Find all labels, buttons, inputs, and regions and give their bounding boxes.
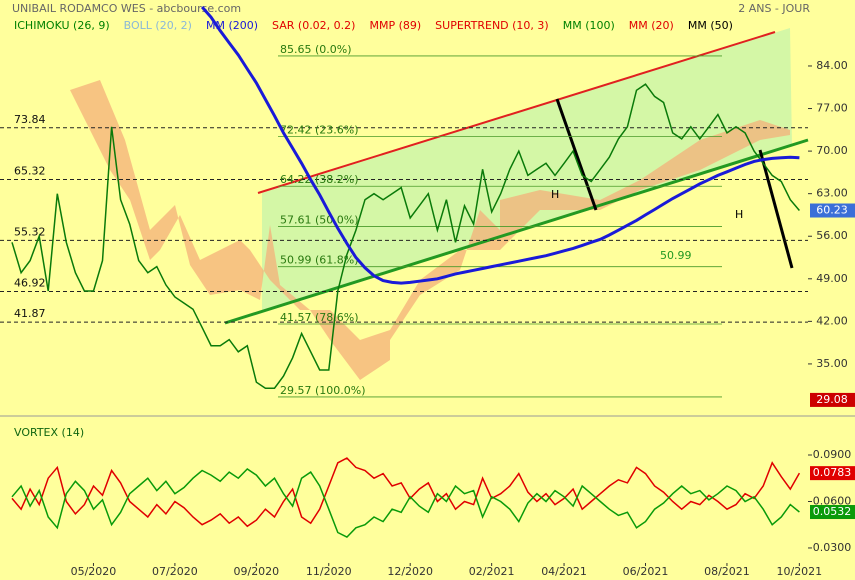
x-tick-label: 12/2020 — [387, 565, 433, 578]
y-tick-label: 63.00 — [816, 187, 848, 200]
value-tag — [810, 505, 855, 520]
x-tick-label: 07/2020 — [152, 565, 198, 578]
level-label: 46.92 — [14, 276, 46, 289]
neckline-drop — [758, 149, 794, 269]
neckline-drop — [555, 98, 598, 211]
y-tick-label: 77.00 — [816, 102, 848, 115]
price-line — [11, 83, 800, 389]
upper-trend-line — [257, 31, 776, 194]
fib-label: 85.65 (0.0%) — [280, 43, 352, 56]
level-label: 65.32 — [14, 165, 46, 178]
fib-label: 57.61 (50.0%) — [280, 213, 359, 226]
y-tick-label: 35.00 — [816, 357, 848, 370]
level-label: 73.84 — [14, 113, 46, 126]
price-tag-label: 60.23 — [816, 204, 848, 217]
price-tag — [810, 392, 855, 407]
value-tag-label: 0.0783 — [813, 466, 852, 479]
price-tag — [810, 203, 855, 218]
fib-label: 72.42 (23.6%) — [280, 123, 359, 136]
x-tick-label: 02/2021 — [469, 565, 515, 578]
x-tick-label: 04/2021 — [541, 565, 587, 578]
annotation: H — [551, 188, 559, 201]
legend-entry: MM (100) — [563, 19, 615, 32]
chart-title: UNIBAIL RODAMCO WES - abcbourse.com — [12, 2, 241, 15]
legend-entry: BOLL (20, 2) — [124, 19, 192, 32]
vortex-line — [11, 468, 800, 539]
fib-label: 41.57 (78.6%) — [280, 311, 359, 324]
y-tick-label: 49.00 — [816, 272, 848, 285]
price-tag-label: 29.08 — [816, 393, 848, 406]
level-label: 41.87 — [14, 307, 46, 320]
legend-entry: MMP (89) — [369, 19, 421, 32]
x-tick-label: 08/2021 — [704, 565, 750, 578]
legend-entry: SAR (0.02, 0.2) — [272, 19, 355, 32]
x-tick-label: 11/2020 — [306, 565, 352, 578]
y-tick-label: 0.0600 — [813, 494, 852, 507]
y-tick-label: 84.00 — [816, 59, 848, 72]
level-label: 55.32 — [14, 225, 46, 238]
pane-title: VORTEX (14) — [14, 426, 84, 439]
x-tick-label: 05/2020 — [71, 565, 117, 578]
x-tick-label: 10/2021 — [776, 565, 822, 578]
value-tag-label: 0.0532 — [813, 505, 852, 518]
y-tick-label: 0.0300 — [813, 541, 852, 554]
legend-entry: MM (50) — [688, 19, 733, 32]
y-tick-label: 42.00 — [816, 314, 848, 327]
legend-entry: SUPERTREND (10, 3) — [435, 19, 549, 32]
value-tag — [810, 466, 855, 481]
legend-entry: ICHIMOKU (26, 9) — [14, 19, 110, 32]
lower-trend-line — [224, 138, 809, 325]
x-tick-label: 09/2020 — [233, 565, 279, 578]
legend-entry: MM (20) — [629, 19, 674, 32]
vortex-line — [11, 457, 801, 528]
period: 2 ANS - JOUR — [738, 2, 810, 15]
y-tick-label: 0.0900 — [813, 448, 852, 461]
fib-label: 29.57 (100.0%) — [280, 384, 366, 397]
y-tick-label: 70.00 — [816, 144, 848, 157]
annotation: 50.99 — [660, 249, 692, 262]
fib-label: 50.99 (61.8%) — [280, 254, 359, 267]
x-tick-label: 06/2021 — [623, 565, 669, 578]
ma200-line — [200, 6, 800, 285]
fib-label: 64.22 (38.2%) — [280, 173, 359, 186]
y-tick-label: 56.00 — [816, 229, 848, 242]
annotation: H — [735, 208, 743, 221]
